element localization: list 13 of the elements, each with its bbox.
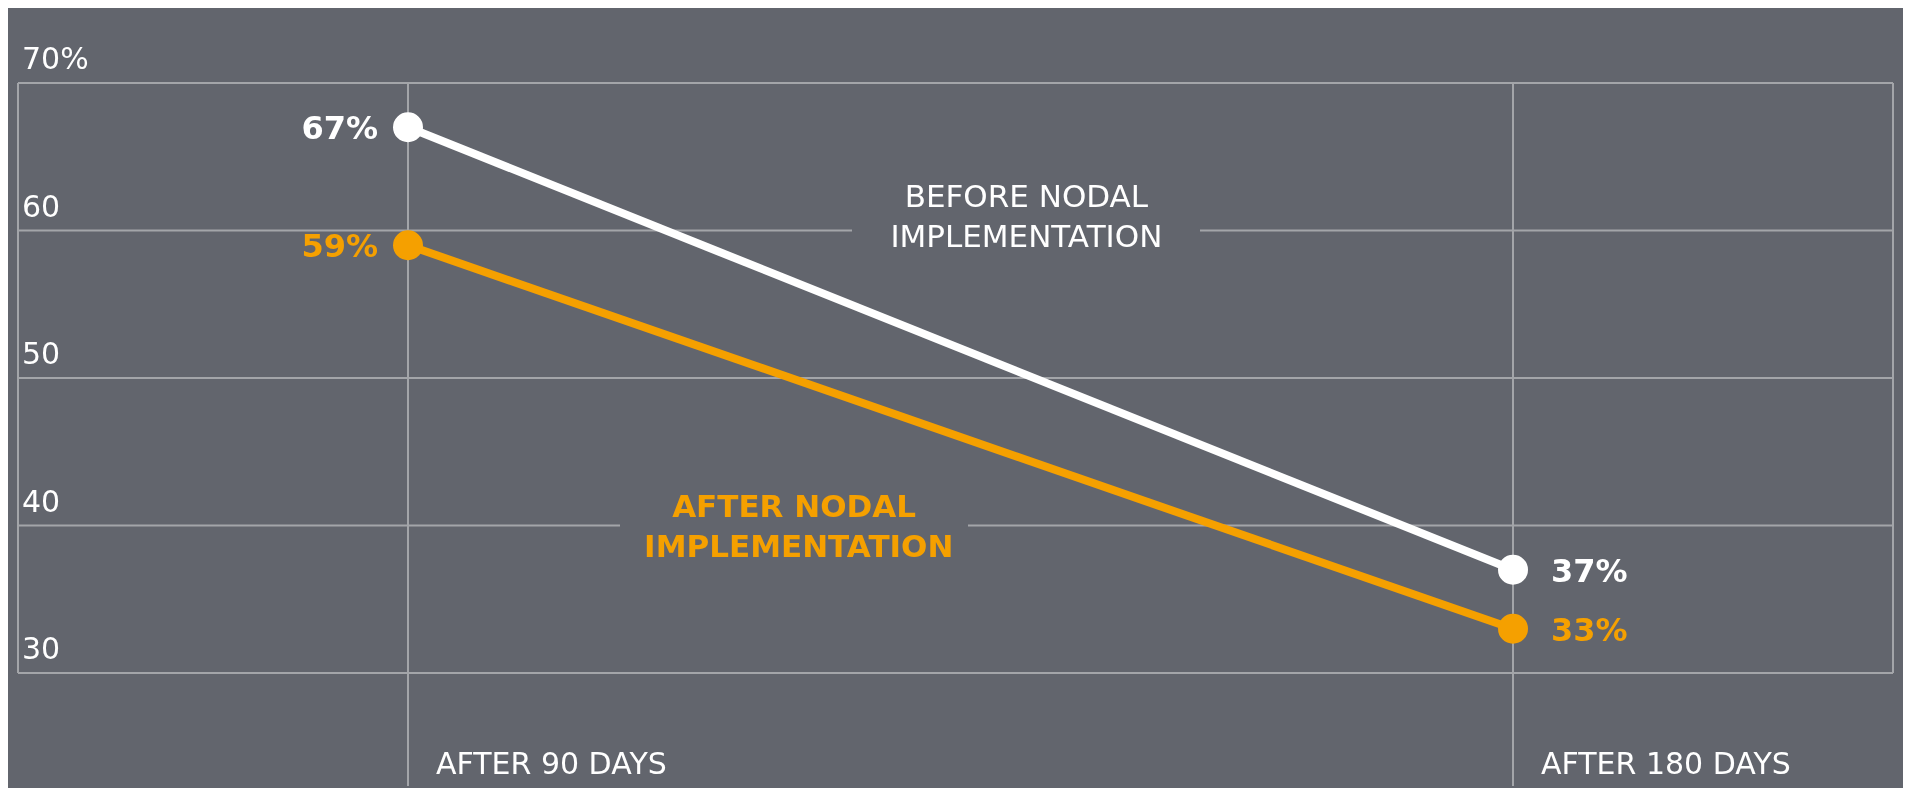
series-label: BEFORE NODAL IMPLEMENTATION: [852, 175, 1201, 256]
y-tick-label: 50: [22, 336, 61, 371]
data-label: 59%: [301, 227, 378, 266]
y-tick-label: 60: [22, 188, 61, 224]
data-label: 37%: [1551, 551, 1628, 590]
series-label: AFTER NODAL IMPLEMENTATION: [620, 485, 969, 566]
x-tick-label: AFTER 90 DAYS: [436, 746, 667, 781]
y-tick-label: 30: [22, 631, 61, 666]
data-label: 33%: [1551, 610, 1628, 649]
data-label: 67%: [301, 109, 378, 148]
x-tick-label: AFTER 180 DAYS: [1541, 746, 1791, 781]
y-tick-label: 40: [22, 483, 61, 519]
y-tick-label: 70%: [22, 41, 89, 76]
